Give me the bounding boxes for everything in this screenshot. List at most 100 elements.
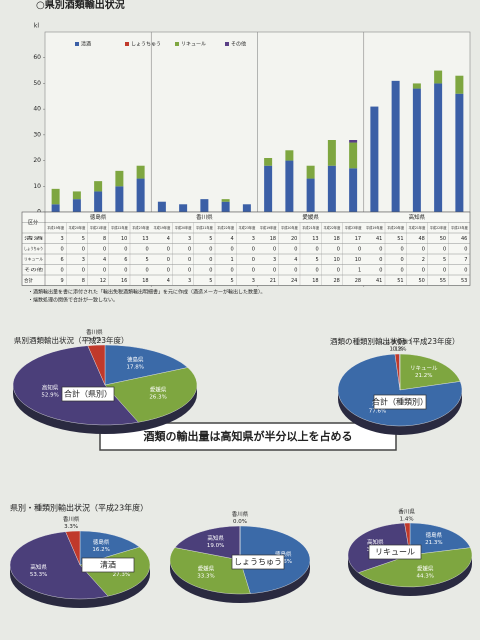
pie-center-label: しょうちゅう: [234, 558, 282, 567]
pie-value: 77.6%: [369, 409, 386, 415]
bar-segment: [349, 168, 358, 212]
table-group: 高知県: [409, 213, 426, 221]
table-group: 香川県: [196, 213, 213, 221]
pie-title: 酒類の種類別輸出状況（平成23年度）: [330, 336, 460, 346]
pie-value: 53.3%: [30, 572, 47, 578]
note: ・端数処理の関係で合計が一致しない。: [28, 297, 118, 304]
pie-value: 1.4%: [400, 516, 414, 522]
bar-segment: [136, 178, 145, 212]
legend-label: リキュール: [181, 42, 206, 48]
table-cell: 0: [103, 246, 106, 252]
table-cell: 0: [252, 267, 255, 273]
table-cell: 0: [188, 257, 191, 263]
bar-segment: [94, 181, 103, 192]
pie-center-label: リキュール: [375, 548, 415, 557]
pie-label: 徳島県: [426, 531, 443, 539]
table-cell: 3: [188, 236, 191, 242]
table-cell: 41: [376, 236, 382, 242]
pie-value: 3.3%: [64, 524, 78, 530]
table-cell: 0: [358, 246, 361, 252]
table-cell: 0: [124, 246, 127, 252]
table-cell: 0: [60, 246, 63, 252]
table-year: 平成20年度: [175, 225, 193, 230]
table-cell: 4: [230, 236, 233, 242]
table-cell: 0: [379, 257, 382, 263]
table-cell: 0: [273, 246, 276, 252]
table-total: 50: [419, 278, 425, 284]
table-cell: 0: [273, 267, 276, 273]
bar-segment: [306, 165, 315, 179]
bar-segment: [115, 170, 124, 187]
table-year: 平成23年度: [238, 225, 256, 230]
table-total: 9: [60, 278, 63, 284]
pie-slice: [337, 353, 463, 427]
bar-segment: [434, 83, 443, 212]
table-cell: 10: [334, 257, 340, 263]
table-cell: 0: [443, 267, 446, 273]
table-total: 24: [291, 278, 297, 284]
table-year: 平成20年度: [387, 225, 405, 230]
bar-segment: [285, 150, 294, 161]
y-tick-label: 40: [33, 106, 41, 113]
table-year: 平成20年度: [281, 225, 299, 230]
table-cell: 0: [252, 257, 255, 263]
table-cell: 0: [167, 257, 170, 263]
pie-slice: [9, 531, 109, 600]
table-cell: 0: [443, 246, 446, 252]
table-cell: 5: [145, 257, 148, 263]
bar-segment: [264, 158, 273, 166]
table-cell: 13: [312, 236, 318, 242]
table-cell: 0: [252, 246, 255, 252]
pie-label: 愛媛県: [417, 565, 434, 573]
table-cell: 5: [209, 236, 212, 242]
pie-value: 27.3%: [113, 572, 130, 578]
pie-value: 33.3%: [197, 574, 214, 580]
pie-center-box: [373, 394, 427, 410]
pie-slice: [104, 367, 198, 423]
pie-label: 香川県: [398, 507, 415, 515]
table-cell: 5: [82, 236, 85, 242]
table-cell: 18: [334, 236, 340, 242]
pie-value: 0.2%: [393, 347, 407, 353]
table-year: 平成22年度: [430, 225, 448, 230]
table-cell: 50: [440, 236, 446, 242]
pie-label: 香川県: [63, 515, 80, 523]
table-row-label: しょうちゅう: [24, 245, 43, 251]
pie-slice: [169, 547, 251, 595]
table-cell: 4: [167, 236, 170, 242]
table-cell: 0: [464, 267, 467, 273]
y-tick-label: 60: [33, 54, 41, 61]
pie-label: 徳島県: [275, 550, 292, 558]
bar-segment: [327, 140, 336, 166]
table-total: 21: [270, 278, 276, 284]
pie-label: 徳島県: [93, 538, 110, 546]
table-cell: 0: [230, 246, 233, 252]
table-cell: 0: [82, 267, 85, 273]
pie-value: 19.0%: [207, 543, 224, 549]
table-header: 区分: [28, 219, 38, 226]
pie-center-label: 合計（種類別）: [372, 397, 428, 407]
table-total: 3: [188, 278, 191, 284]
pie-slice: [104, 344, 189, 386]
table-cell: 51: [397, 236, 403, 242]
pie-label: 香川県: [86, 328, 103, 336]
legend-swatch: [125, 42, 129, 46]
table-cell: 0: [103, 267, 106, 273]
pie-slice: [12, 345, 139, 426]
table-cell: 8: [103, 236, 106, 242]
table-cell: 0: [400, 246, 403, 252]
pie-label: その他: [391, 338, 408, 346]
table-cell: 0: [209, 267, 212, 273]
table-cell: 0: [337, 246, 340, 252]
pie-label: しょうちゅう: [380, 339, 413, 346]
table-total: 51: [397, 278, 403, 284]
table-cell: 0: [422, 267, 425, 273]
bar-segment: [434, 70, 443, 84]
table-year: 平成19年度: [47, 225, 65, 230]
bar-segment: [94, 191, 103, 212]
legend-label: 清酒: [81, 41, 91, 48]
table-cell: 48: [419, 236, 425, 242]
table-cell: 0: [82, 246, 85, 252]
